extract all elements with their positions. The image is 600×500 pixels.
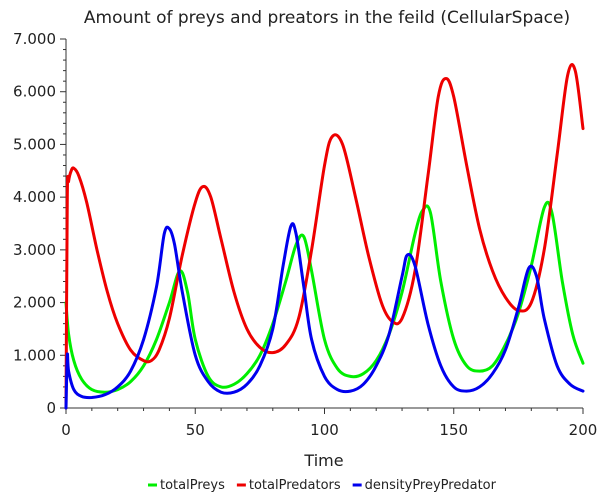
y-tick-label: 7.000: [13, 30, 56, 48]
x-axis-title: Time: [303, 451, 343, 470]
tick-labels: 0 1.000 2.000 3.000 4.000 5.000 6.000 7.000 0 50 1…: [13, 30, 597, 439]
series-line-totalPreys: [64, 200, 585, 394]
y-tick-label: 1.000: [13, 346, 56, 364]
x-tick-label: 200: [569, 421, 598, 439]
series-group: [64, 63, 585, 410]
legend: totalPreys totalPredators densityPreyPreda…: [148, 478, 497, 493]
y-tick-label: 0: [46, 399, 56, 417]
legend-label: densityPreyPredator: [365, 478, 497, 493]
y-tick-label: 4.000: [13, 188, 56, 206]
legend-label: totalPredators: [249, 478, 341, 493]
y-tick-label: 5.000: [13, 135, 56, 153]
legend-item-totalPreys: totalPreys: [148, 478, 225, 493]
series-line-densityPreyPredator: [64, 222, 585, 410]
chart-title: Amount of preys and preators in the feil…: [84, 8, 570, 28]
legend-item-totalPredators: totalPredators: [236, 478, 341, 493]
x-tick-label: 0: [61, 421, 71, 439]
x-tick-label: 50: [186, 421, 205, 439]
x-tick-label: 100: [310, 421, 339, 439]
legend-label: totalPreys: [160, 478, 225, 493]
series-line-totalPredators: [64, 63, 585, 410]
x-tick-label: 150: [439, 421, 468, 439]
legend-item-densityPreyPredator: densityPreyPredator: [352, 478, 497, 493]
y-tick-label: 6.000: [13, 83, 56, 101]
y-tick-label: 3.000: [13, 241, 56, 259]
y-tick-label: 2.000: [13, 294, 56, 312]
